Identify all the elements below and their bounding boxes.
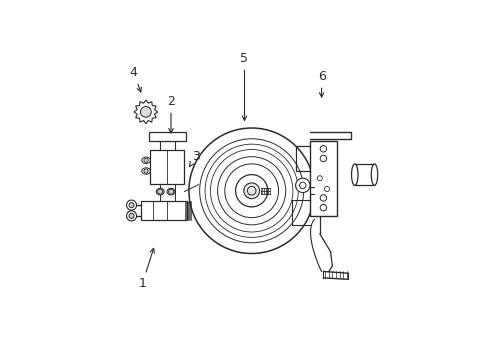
Circle shape [143, 169, 148, 173]
Bar [354, 164, 374, 185]
Ellipse shape [167, 188, 175, 195]
Ellipse shape [142, 168, 150, 174]
Circle shape [126, 200, 136, 210]
Circle shape [126, 211, 136, 221]
Circle shape [168, 189, 173, 194]
Text: 5: 5 [240, 51, 248, 120]
Ellipse shape [370, 164, 377, 185]
Circle shape [129, 213, 134, 219]
Circle shape [320, 145, 326, 152]
Circle shape [320, 155, 326, 162]
Bar [309, 140, 336, 216]
Circle shape [188, 128, 314, 253]
Circle shape [320, 195, 326, 201]
Ellipse shape [351, 164, 357, 185]
Text: 3: 3 [189, 150, 200, 166]
Circle shape [244, 183, 259, 199]
Text: 1: 1 [138, 248, 154, 291]
Circle shape [320, 204, 326, 211]
Circle shape [324, 186, 329, 192]
Polygon shape [134, 100, 158, 124]
Circle shape [158, 189, 163, 194]
Circle shape [143, 158, 148, 162]
Ellipse shape [142, 157, 150, 163]
Bar [148, 132, 186, 141]
Bar [140, 201, 187, 220]
Circle shape [317, 176, 322, 181]
Circle shape [295, 178, 309, 193]
Circle shape [140, 107, 151, 117]
Circle shape [129, 203, 134, 208]
Bar [150, 150, 184, 184]
Text: 4: 4 [129, 66, 141, 92]
Ellipse shape [156, 188, 164, 195]
Text: 2: 2 [167, 95, 175, 133]
Text: 6: 6 [317, 69, 325, 97]
